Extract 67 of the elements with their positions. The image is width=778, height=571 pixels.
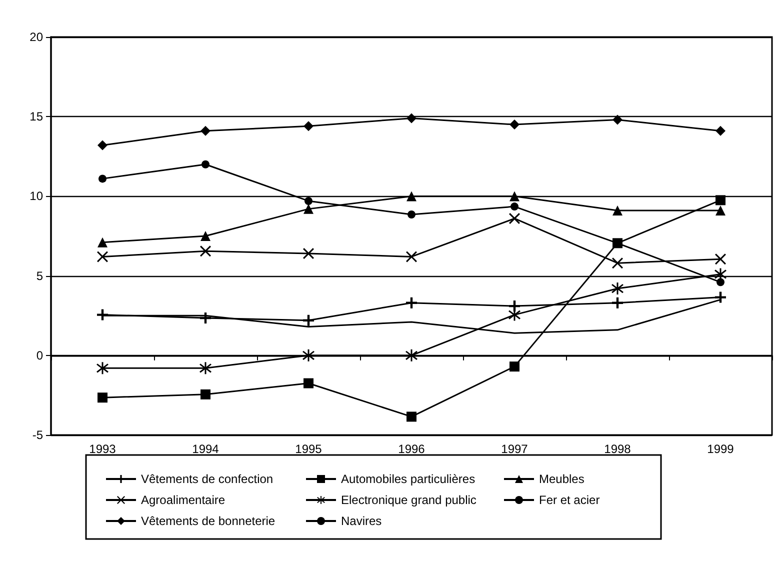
legend-label: Electronique grand public <box>341 493 476 507</box>
point <box>406 349 418 362</box>
point <box>97 309 108 320</box>
point <box>510 362 520 372</box>
legend-label: Meubles <box>539 472 584 486</box>
point <box>510 191 520 202</box>
point <box>612 206 622 216</box>
x-tick-label: 1994 <box>192 442 220 456</box>
point <box>612 258 623 269</box>
x-tick-label: 1995 <box>295 442 322 456</box>
point <box>406 297 417 308</box>
point <box>510 202 518 211</box>
point <box>200 126 210 136</box>
point <box>304 378 314 388</box>
point <box>510 120 520 130</box>
point <box>715 292 726 303</box>
y-tick-label: 0 <box>36 348 44 362</box>
point <box>304 196 312 205</box>
point <box>406 191 416 202</box>
point <box>97 251 108 262</box>
legend-label: Navires <box>341 514 382 528</box>
legend-label: Fer et acier <box>539 493 600 507</box>
x-tick-label: 1998 <box>604 442 632 456</box>
point <box>98 174 106 183</box>
point <box>716 278 724 286</box>
x-tick-label: 1997 <box>501 442 528 456</box>
legend-label: Vêtements de bonneterie <box>141 514 276 528</box>
point <box>200 312 211 324</box>
point <box>406 113 416 124</box>
point <box>406 412 416 422</box>
point <box>612 297 623 308</box>
legend-label: Vêtements de confection <box>141 472 274 486</box>
point <box>304 121 314 132</box>
y-tick-label: 15 <box>30 110 44 124</box>
point <box>612 282 624 295</box>
point <box>96 362 108 374</box>
point <box>98 392 108 403</box>
point <box>200 389 210 400</box>
y-tick-label: 10 <box>30 189 44 204</box>
point <box>714 268 726 280</box>
point <box>302 349 314 362</box>
point <box>200 362 212 374</box>
point <box>508 308 520 321</box>
point <box>304 204 314 214</box>
point <box>612 114 622 125</box>
point <box>303 314 314 326</box>
point <box>200 231 210 241</box>
point <box>406 251 417 262</box>
point <box>509 212 520 224</box>
point <box>715 254 726 265</box>
point <box>98 140 108 150</box>
point <box>716 195 726 206</box>
y-tick-label: -5 <box>32 428 44 442</box>
legend-label: Agroalimentaire <box>141 493 226 507</box>
x-tick-label: 1999 <box>707 442 734 456</box>
point <box>716 206 726 216</box>
point <box>303 248 314 260</box>
y-tick-label: 20 <box>30 30 44 44</box>
x-tick-label: 1996 <box>398 442 426 456</box>
point <box>202 160 210 168</box>
point <box>408 210 416 219</box>
y-tick-label: 5 <box>36 268 44 283</box>
x-tick-label: 1993 <box>89 442 116 456</box>
point <box>200 246 211 257</box>
point <box>716 126 726 136</box>
point <box>98 237 108 248</box>
legend-label: Automobiles particulières <box>341 472 476 486</box>
